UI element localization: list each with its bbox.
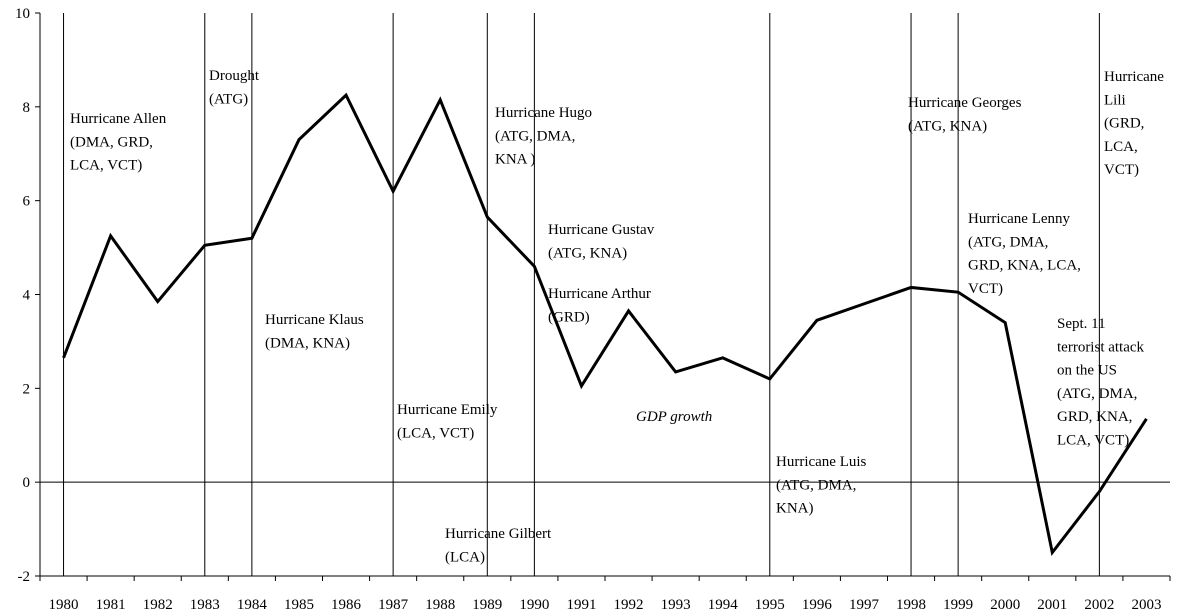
x-tick-label: 1987	[378, 597, 409, 613]
annotation: (ATG)	[209, 91, 248, 107]
annotation: Lili	[1104, 92, 1126, 108]
y-tick-label: 0	[23, 475, 31, 491]
annotation: Hurricane Gustav	[548, 222, 655, 238]
annotation: (ATG, KNA)	[908, 118, 987, 134]
annotation: Hurricane Hugo	[495, 105, 592, 121]
x-tick-label: 1988	[425, 597, 455, 613]
x-tick-label: 2002	[1084, 597, 1114, 613]
annotation: Drought	[209, 68, 260, 84]
annotation: Hurricane Gilbert	[445, 526, 552, 542]
annotation: (ATG, DMA,	[1057, 386, 1137, 402]
annotation: LCA,	[1104, 139, 1138, 155]
annotation: terrorist attack	[1057, 339, 1145, 355]
annotation: Hurricane Lenny	[968, 211, 1071, 227]
x-tick-label: 1983	[190, 597, 220, 613]
annotation: Hurricane Allen	[70, 111, 167, 127]
x-tick-label: 1991	[566, 597, 596, 613]
annotation: LCA, VCT)	[70, 158, 142, 174]
annotation: (GRD)	[548, 309, 590, 325]
x-tick-label: 2000	[990, 597, 1020, 613]
annotation: (DMA, KNA)	[265, 335, 350, 351]
annotation: VCT)	[1104, 162, 1139, 178]
x-tick-label: 1993	[661, 597, 691, 613]
annotation: (ATG, KNA)	[548, 245, 627, 261]
annotation: LCA, VCT)	[1057, 433, 1129, 449]
annotation: on the US	[1057, 363, 1117, 379]
x-tick-label: 1996	[802, 597, 833, 613]
data-line	[62, 92, 1148, 557]
annotation: (GRD,	[1104, 116, 1144, 132]
annotation: (LCA, VCT)	[397, 425, 474, 441]
x-tick-label: 1998	[896, 597, 926, 613]
x-tick-label: 1990	[519, 597, 549, 613]
x-tick-label: 2001	[1037, 597, 1067, 613]
annotation: Hurricane	[1104, 69, 1164, 85]
x-tick-label: 1997	[849, 597, 880, 613]
x-tick-label: 1985	[284, 597, 314, 613]
annotation: Hurricane Georges	[908, 95, 1022, 111]
y-tick-label: 4	[23, 288, 31, 304]
x-tick-label: 1999	[943, 597, 973, 613]
annotation: Sept. 11	[1057, 316, 1106, 332]
y-tick-label: -2	[18, 569, 31, 585]
x-tick-label: 1984	[237, 597, 268, 613]
annotation: (ATG, DMA,	[968, 234, 1048, 250]
annotation: Hurricane Arthur	[548, 286, 651, 302]
x-tick-label: 1986	[331, 597, 362, 613]
annotation: (LCA)	[445, 549, 485, 565]
annotation: Hurricane Luis	[776, 454, 867, 470]
annotation: GRD, KNA,	[1057, 409, 1132, 425]
x-tick-label: 1989	[472, 597, 502, 613]
annotation: KNA )	[495, 152, 535, 168]
annotation: Hurricane Klaus	[265, 312, 364, 328]
x-tick-label: 1982	[143, 597, 173, 613]
annotation: Hurricane Emily	[397, 402, 498, 418]
annotation: (ATG, DMA,	[776, 477, 856, 493]
x-tick-label: 1992	[614, 597, 644, 613]
series-label: GDP growth	[636, 409, 712, 425]
annotation: GRD, KNA, LCA,	[968, 258, 1081, 274]
annotation: VCT)	[968, 281, 1003, 297]
y-tick-label: 2	[23, 381, 31, 397]
x-tick-label: 2003	[1131, 597, 1161, 613]
annotation: (ATG, DMA,	[495, 128, 575, 144]
x-tick-label: 1980	[49, 597, 79, 613]
x-tick-label: 1981	[96, 597, 126, 613]
y-tick-label: 6	[23, 194, 31, 210]
x-tick-label: 1994	[708, 597, 739, 613]
annotation: (DMA, GRD,	[70, 134, 153, 150]
x-tick-label: 1995	[755, 597, 785, 613]
y-tick-label: 8	[23, 100, 31, 116]
y-tick-label: 10	[15, 6, 30, 22]
annotation: KNA)	[776, 501, 814, 517]
